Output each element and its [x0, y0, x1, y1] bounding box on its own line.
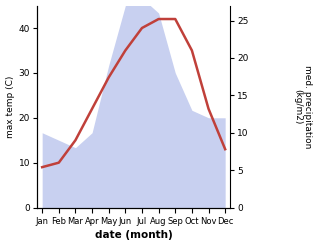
X-axis label: date (month): date (month) — [95, 231, 173, 240]
Y-axis label: max temp (C): max temp (C) — [5, 75, 15, 138]
Y-axis label: med. precipitation
(kg/m2): med. precipitation (kg/m2) — [293, 65, 313, 148]
